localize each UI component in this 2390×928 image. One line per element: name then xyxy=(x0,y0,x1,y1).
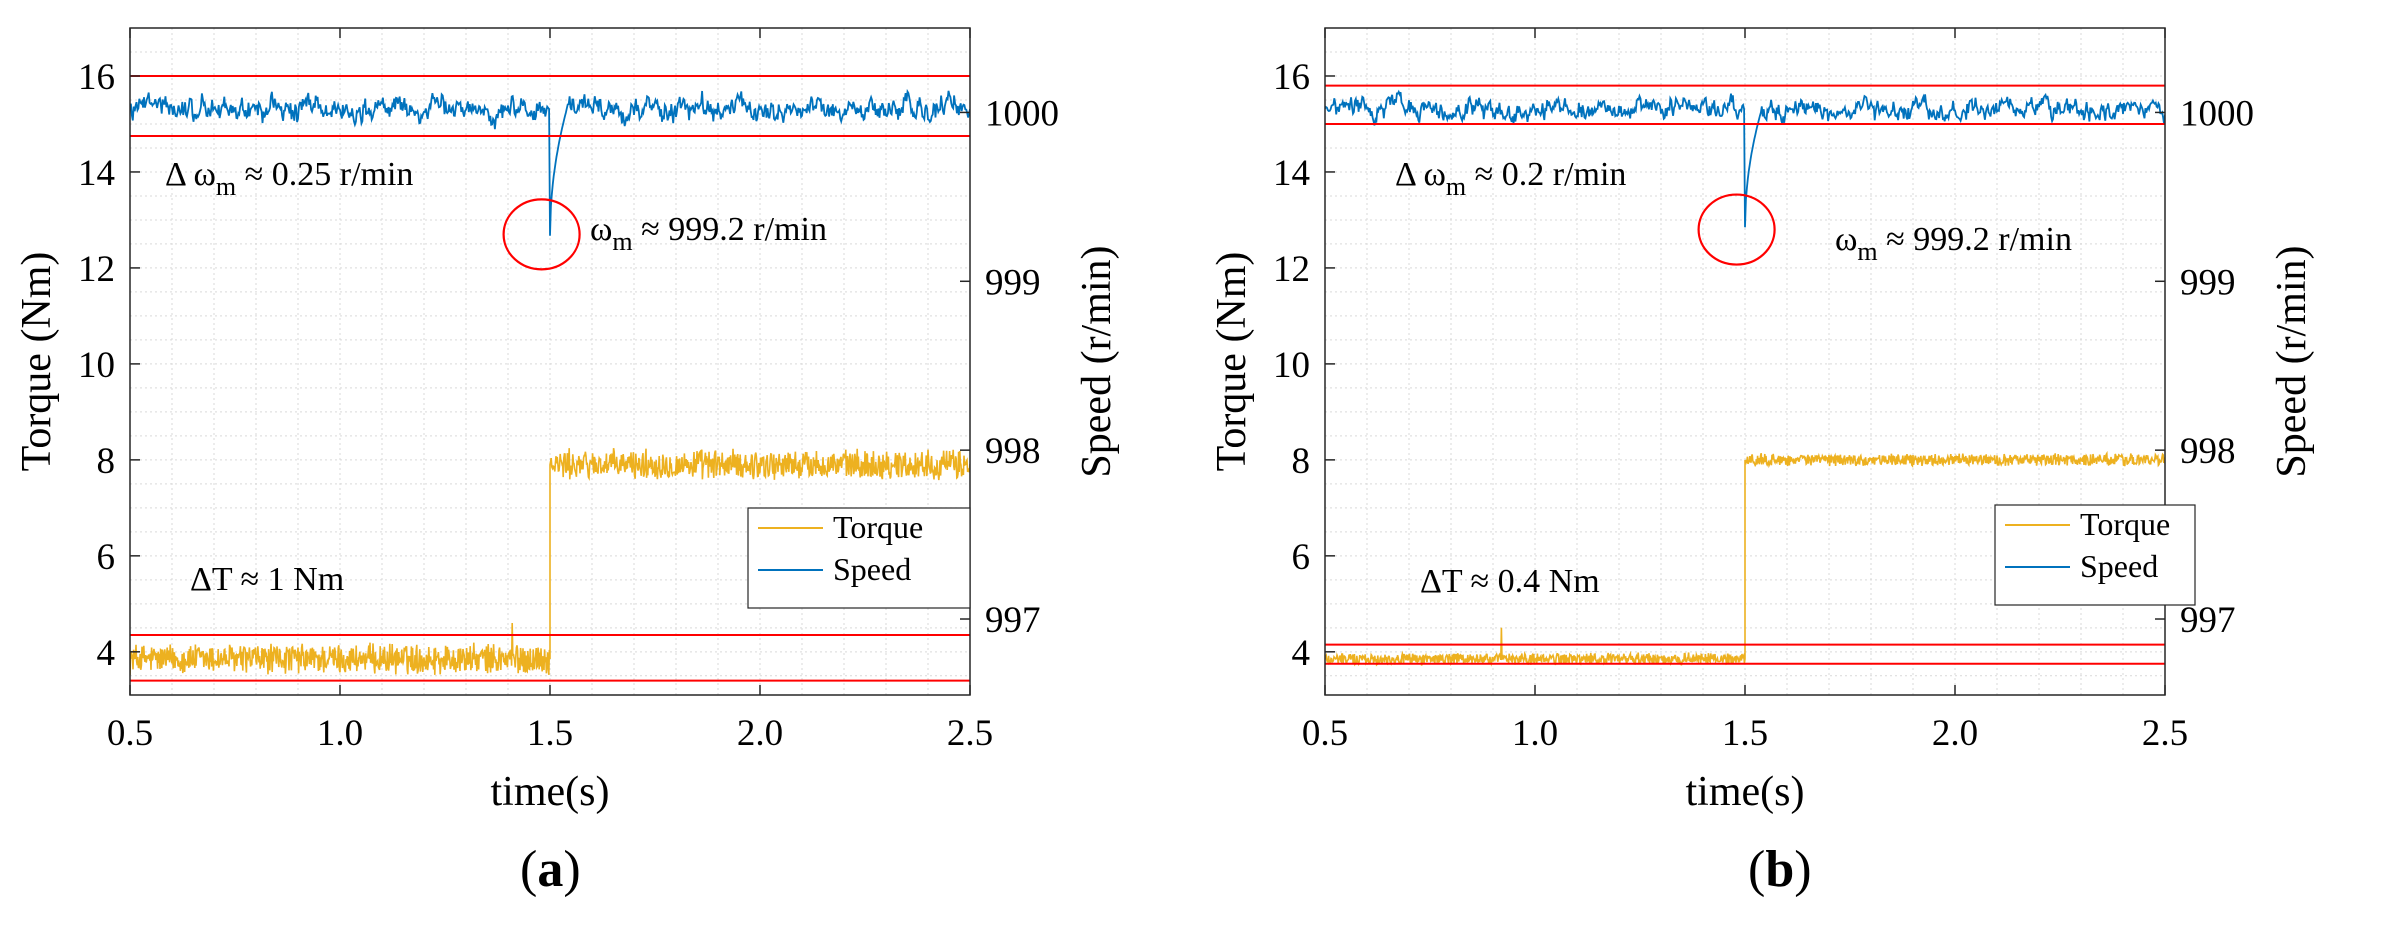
y-left-tick-label: 4 xyxy=(97,633,116,674)
y-left-axis-label: Torque (Nm) xyxy=(14,252,60,472)
legend-entry-torque: Torque xyxy=(2080,506,2170,542)
annotation-speed-dip: ωm ≈ 999.2 r/min xyxy=(590,211,827,256)
x-tick-label: 2.0 xyxy=(1932,713,1978,754)
y-left-tick-label: 10 xyxy=(1273,345,1310,386)
x-tick-label: 2.5 xyxy=(947,713,993,754)
y-left-tick-label: 6 xyxy=(97,537,116,578)
y-right-tick-label: 997 xyxy=(2180,600,2236,641)
y-right-tick-label: 1000 xyxy=(2180,93,2254,134)
y-left-tick-label: 14 xyxy=(78,153,115,194)
y-right-tick-label: 999 xyxy=(985,262,1041,303)
y-left-tick-label: 8 xyxy=(1292,441,1311,482)
annotation-speed-dip: ωm ≈ 999.2 r/min xyxy=(1835,221,2072,266)
panel-label-b: (b) xyxy=(1748,841,1812,898)
x-tick-label: 0.5 xyxy=(1302,713,1348,754)
chart-panel-a: 0.5 1.0 1.5 2.0 2.5 4 6 8 10 12 14 16 997 998 999 1000 t… xyxy=(14,27,1120,898)
y-left-tick-label: 16 xyxy=(1273,57,1310,98)
y-left-tick-label: 16 xyxy=(78,57,115,98)
y-left-tick-label: 12 xyxy=(78,249,115,290)
dip-highlight-ellipse xyxy=(502,198,581,271)
x-tick-label: 1.0 xyxy=(317,713,363,754)
legend-entry-torque: Torque xyxy=(833,509,923,545)
x-tick-label: 2.5 xyxy=(2142,713,2188,754)
legend: Torque Speed xyxy=(747,507,971,609)
x-tick-label: 2.0 xyxy=(737,713,783,754)
series-speed-line xyxy=(1325,89,2165,228)
annotation-speed-ripple: Δ ωm ≈ 0.25 r/min xyxy=(165,156,413,201)
y-right-axis-label: Speed (r/min) xyxy=(1074,245,1120,477)
series-torque-line xyxy=(1325,450,2165,667)
y-left-tick-label: 10 xyxy=(78,345,115,386)
y-left-tick-label: 4 xyxy=(1292,633,1311,674)
y-left-tick-label: 12 xyxy=(1273,249,1310,290)
chart-b: 0.5 1.0 1.5 2.0 2.5 4 6 8 10 12 14 16 997 998 999 1000 t… xyxy=(1209,27,2315,815)
dip-highlight-ellipse xyxy=(1697,193,1776,266)
y-right-axis-label: Speed (r/min) xyxy=(2269,245,2315,477)
series-speed-line xyxy=(130,88,970,236)
legend-box xyxy=(1994,504,2196,606)
chart-panel-b: 0.5 1.0 1.5 2.0 2.5 4 6 8 10 12 14 16 997 998 999 1000 t… xyxy=(1195,0,2390,928)
legend-entry-speed: Speed xyxy=(833,551,911,587)
legend-box xyxy=(747,507,971,609)
legend: Torque Speed xyxy=(1994,504,2196,606)
annotation-torque-ripple: ΔT ≈ 1 Nm xyxy=(190,561,344,598)
x-tick-label: 1.5 xyxy=(1722,713,1768,754)
annotation-speed-ripple: Δ ωm ≈ 0.2 r/min xyxy=(1395,156,1626,201)
y-right-tick-label: 1000 xyxy=(985,93,1059,134)
legend-entry-speed: Speed xyxy=(2080,548,2158,584)
y-left-tick-label: 14 xyxy=(1273,153,1310,194)
series-torque-line xyxy=(130,447,970,676)
y-right-tick-label: 998 xyxy=(2180,431,2236,472)
x-axis-label: time(s) xyxy=(1686,769,1805,815)
y-right-tick-label: 999 xyxy=(2180,262,2236,303)
y-right-tick-label: 998 xyxy=(985,431,1041,472)
x-axis-label: time(s) xyxy=(491,769,610,815)
x-tick-label: 0.5 xyxy=(107,713,153,754)
annotation-torque-ripple: ΔT ≈ 0.4 Nm xyxy=(1420,563,1600,600)
y-left-axis-label: Torque (Nm) xyxy=(1209,252,1255,472)
chart-a: 0.5 1.0 1.5 2.0 2.5 4 6 8 10 12 14 16 997 998 999 1000 t… xyxy=(14,27,1120,815)
x-tick-label: 1.5 xyxy=(527,713,573,754)
y-right-tick-label: 997 xyxy=(985,600,1041,641)
y-left-tick-label: 8 xyxy=(97,441,116,482)
panel-label-a: (a) xyxy=(520,841,581,898)
y-left-tick-label: 6 xyxy=(1292,537,1311,578)
x-tick-label: 1.0 xyxy=(1512,713,1558,754)
